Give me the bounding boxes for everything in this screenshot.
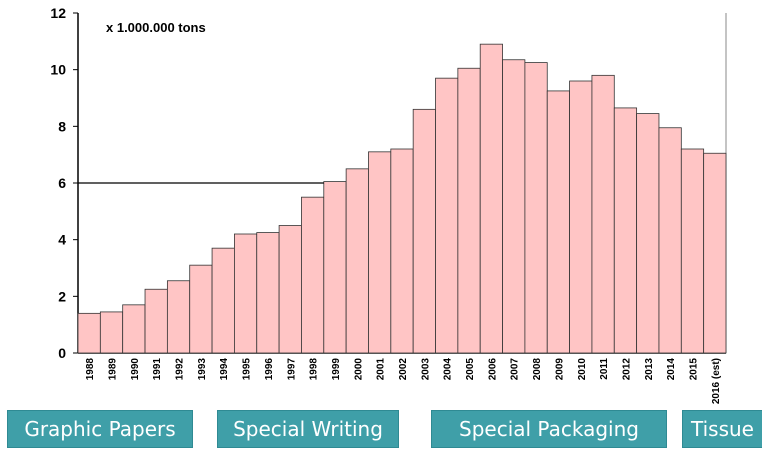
bar-1993: [189, 264, 213, 354]
bar-2009: [546, 90, 570, 354]
bar-1991: [144, 288, 168, 354]
bar-2010: [569, 80, 593, 354]
x-tick-label: 1995: [242, 358, 253, 381]
bar-2012: [613, 107, 638, 354]
bar-1998: [301, 196, 325, 354]
x-tick-label: 1989: [108, 358, 119, 381]
x-tick-label: 2000: [353, 358, 364, 381]
bar-2008: [524, 62, 548, 354]
bar-2004: [435, 77, 459, 354]
x-tick-label: 1988: [85, 358, 96, 381]
bar-2005: [457, 67, 481, 354]
x-tick-label: 1992: [175, 358, 186, 381]
bar-1990: [122, 304, 146, 354]
x-tick-label: 1991: [152, 358, 163, 381]
y-tick-label: 12: [50, 5, 66, 21]
y-tick-label: 4: [58, 232, 66, 248]
bar-2011: [591, 74, 615, 354]
x-tick-label: 2001: [376, 358, 387, 381]
bar-1988: [77, 312, 101, 354]
x-tick-label: 1994: [219, 358, 230, 381]
x-tick-label: 1993: [197, 358, 208, 381]
x-tick-label: 1997: [286, 358, 297, 381]
bar-1996: [256, 232, 280, 354]
x-tick-label: 2004: [443, 358, 454, 381]
x-tick-label: 2014: [666, 358, 677, 381]
y-tick-label: 6: [58, 175, 66, 191]
bar-1989: [99, 311, 124, 354]
x-tick-group: 1988 1989 1990 1991 1992 1993 1994 1995 1996 1997…: [85, 358, 722, 405]
bar-1995: [234, 233, 258, 354]
bar-2002: [390, 148, 414, 354]
y-tick-label: 10: [50, 62, 66, 78]
y-tick-label: 0: [58, 345, 66, 361]
x-tick-label: 1998: [309, 358, 320, 381]
x-tick-label: 1990: [130, 358, 141, 381]
tissue-button[interactable]: Tissue: [683, 411, 762, 447]
bar-2003: [412, 108, 436, 354]
bar-1994: [211, 247, 235, 354]
x-tick-label: 2015: [688, 358, 699, 381]
bar-group: [77, 43, 727, 354]
bar-2015: [680, 148, 705, 354]
bar-1992: [166, 280, 191, 354]
bar-2013: [636, 113, 660, 354]
special-writing-button[interactable]: Special Writing: [218, 411, 398, 447]
bar-2006: [479, 43, 503, 354]
bar-2014: [658, 127, 682, 354]
unit-label: x 1.000.000 tons: [106, 20, 206, 35]
x-tick-label: 2011: [599, 358, 610, 380]
y-tick-label: 2: [58, 288, 66, 304]
graphic-papers-button[interactable]: Graphic Papers: [8, 411, 192, 447]
x-tick-label: 2005: [465, 358, 476, 381]
bar-1997: [278, 225, 302, 354]
y-tick-label: 8: [58, 118, 66, 134]
x-tick-label: 2003: [420, 358, 431, 381]
bar-2016-est: [703, 152, 727, 354]
bar-1999: [323, 181, 347, 354]
x-tick-label: 2008: [532, 358, 543, 381]
x-tick-label: 2006: [487, 358, 498, 381]
x-tick-label: 2013: [644, 358, 655, 381]
x-tick-label: 1999: [331, 358, 342, 381]
bar-2001: [368, 151, 392, 354]
x-tick-label: 2002: [398, 358, 409, 381]
x-tick-label: 2012: [621, 358, 632, 381]
x-tick-label: 2007: [510, 358, 521, 381]
y-tick-group: 0 2 4 6 8 10 12: [50, 5, 78, 361]
x-tick-label: 2010: [577, 358, 588, 381]
special-packaging-button[interactable]: Special Packaging: [432, 411, 666, 447]
x-tick-label: 2016 (est): [711, 358, 722, 404]
x-tick-label: 1996: [264, 358, 275, 381]
x-tick-label: 2009: [554, 358, 565, 381]
bar-2007: [502, 59, 526, 354]
bar-2000: [345, 168, 369, 354]
